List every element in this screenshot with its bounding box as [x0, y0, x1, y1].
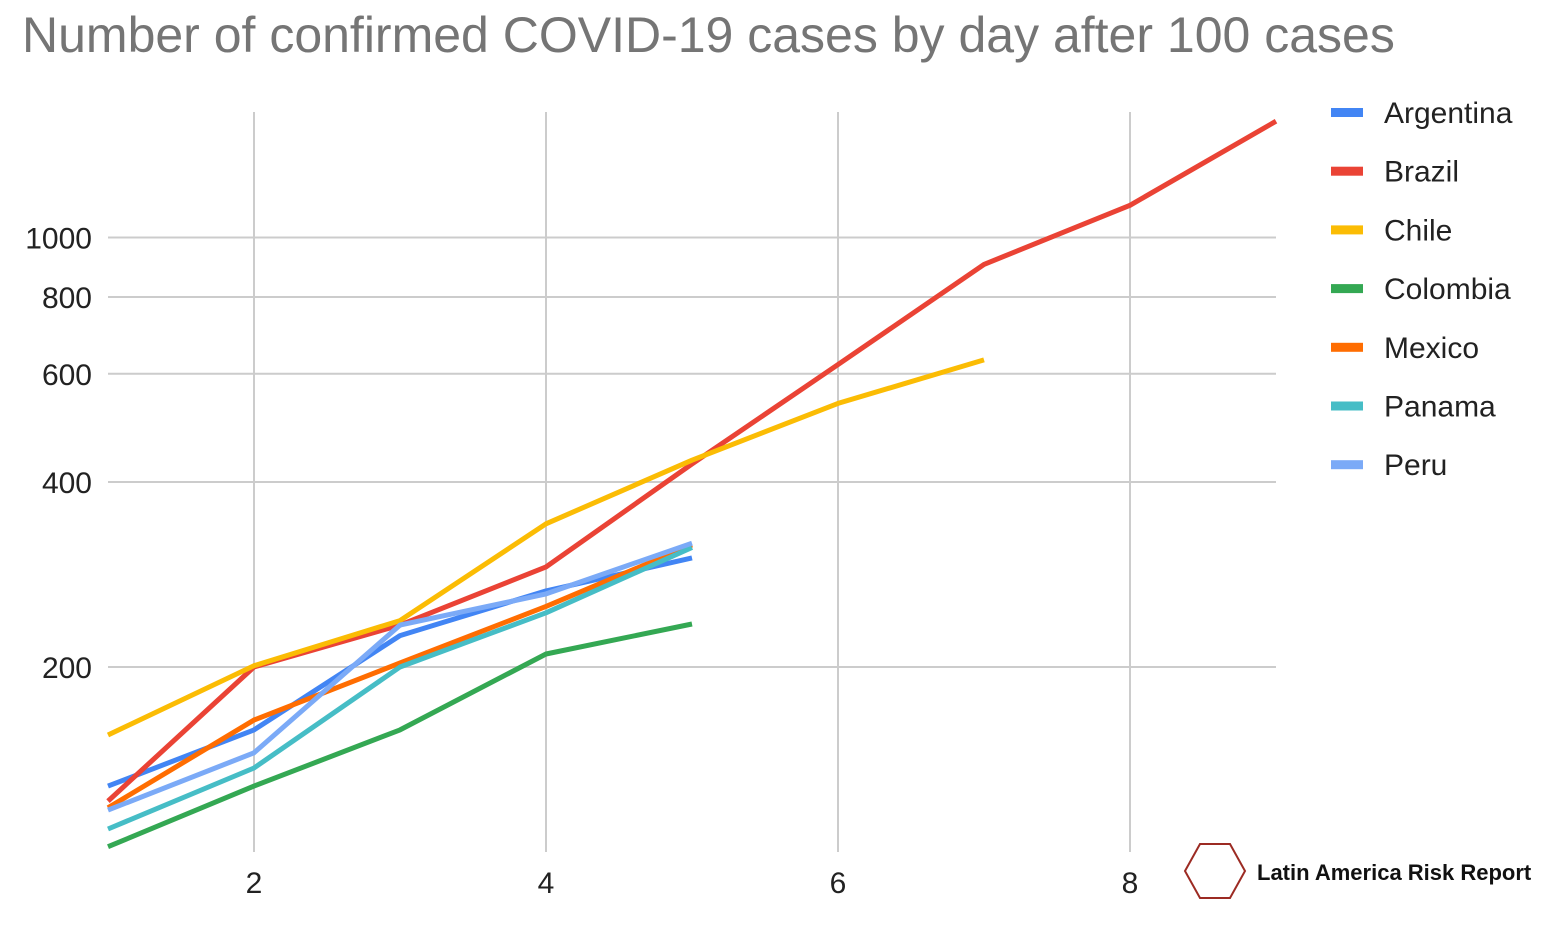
legend-swatch: [1331, 225, 1363, 235]
series-line-peru: [107, 540, 693, 813]
hexagon-logo-icon: [1183, 843, 1247, 899]
series-lines: [106, 119, 1278, 850]
y-tick-label: 800: [42, 282, 92, 315]
series-line-mexico: [106, 542, 693, 810]
y-gridlines: [108, 236, 1276, 668]
legend-swatch: [1331, 342, 1363, 352]
y-tick-label: 1000: [25, 222, 92, 255]
y-tick-label: 200: [42, 652, 92, 685]
series-line-colombia: [107, 621, 693, 850]
legend-label: Panama: [1384, 391, 1496, 424]
legend: Argentina Brazil Chile Colombia Mexico Panama…: [1331, 97, 1513, 482]
watermark-text: Latin America Risk Report: [1257, 860, 1532, 885]
y-tick-label: 400: [42, 467, 92, 500]
legend-label: Argentina: [1384, 97, 1513, 130]
legend-swatch: [1331, 166, 1363, 176]
legend-label: Colombia: [1384, 273, 1511, 306]
legend-label: Mexico: [1384, 332, 1479, 365]
legend-label: Chile: [1384, 214, 1452, 247]
x-tick-label: 6: [830, 867, 847, 900]
legend-swatch: [1331, 284, 1363, 294]
series-line-chile: [106, 357, 985, 738]
x-tick-label: 2: [246, 867, 263, 900]
chart-title: Number of confirmed COVID-19 cases by da…: [22, 7, 1395, 63]
legend-label: Peru: [1384, 449, 1447, 482]
x-axis-ticks: 2 4 6 8: [246, 867, 1139, 900]
legend-label: Brazil: [1384, 156, 1459, 189]
legend-swatch: [1331, 401, 1363, 411]
legend-swatch: [1331, 460, 1363, 470]
series-line-panama: [107, 545, 694, 832]
watermark: Latin America Risk Report: [1183, 843, 1532, 899]
x-tick-label: 4: [538, 867, 555, 900]
y-axis-ticks: 200 400 600 800 1000: [25, 222, 92, 685]
series-line-argentina: [107, 555, 693, 789]
x-tick-label: 8: [1122, 867, 1139, 900]
legend-swatch: [1331, 108, 1363, 117]
y-tick-label: 600: [42, 359, 92, 392]
